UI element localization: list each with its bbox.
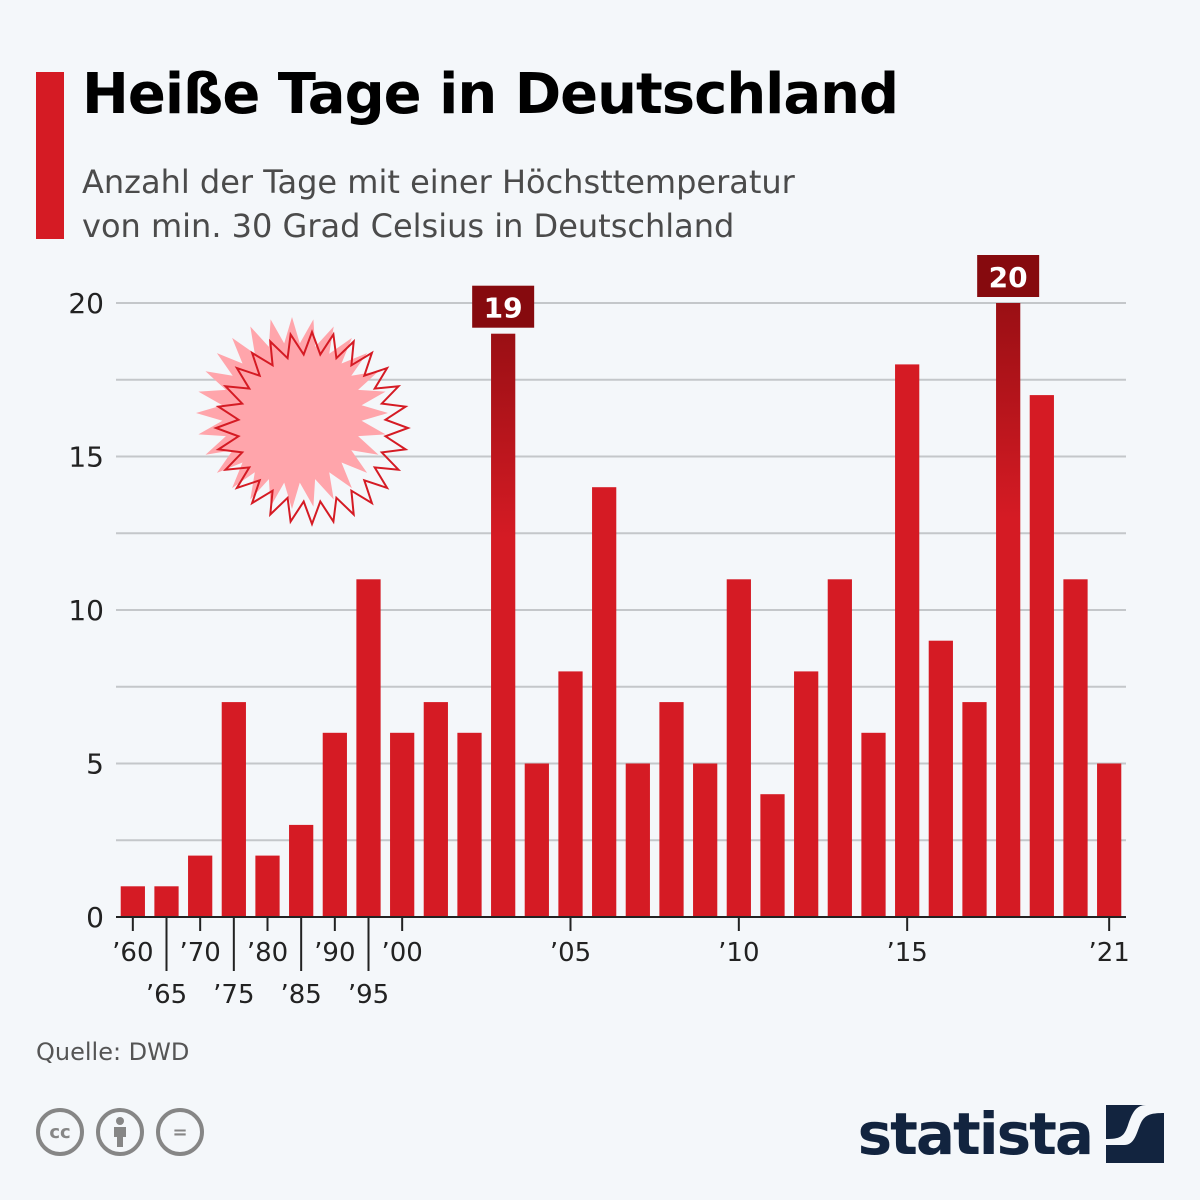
y-tick-label: 0 (86, 901, 104, 934)
bar-2017 (962, 702, 987, 917)
x-tick-label: ’95 (348, 980, 389, 1010)
x-tick-label: ’70 (179, 938, 220, 968)
y-axis-ticks: 0 5 10 15 20 (68, 287, 104, 934)
bar-2003 (491, 333, 516, 917)
bar-2002 (457, 732, 482, 917)
bar-2016 (928, 640, 953, 917)
bars (120, 303, 1122, 918)
bar-1985 (289, 824, 314, 917)
bar-2004 (524, 763, 549, 917)
chart-subtitle: Anzahl der Tage mit einer Höchsttemperat… (82, 160, 982, 248)
bar-2015 (895, 364, 920, 917)
bar-1995 (356, 579, 381, 917)
bar-2000 (390, 732, 415, 917)
x-tick-label: ’21 (1088, 938, 1129, 968)
x-tick-label: ’80 (247, 938, 288, 968)
bar-2007 (625, 763, 650, 917)
bar-2012 (794, 671, 819, 917)
y-tick-label: 20 (68, 287, 104, 320)
y-tick-label: 15 (68, 441, 104, 474)
highlight-label-box (472, 285, 535, 328)
bar-2008 (659, 702, 684, 917)
bar-1975 (221, 702, 246, 917)
x-tick-label: ’65 (146, 980, 187, 1010)
bar-2013 (827, 579, 852, 917)
license-icons: cc = (36, 1108, 204, 1156)
logo-text: statista (857, 1100, 1094, 1168)
bar-1990 (322, 732, 347, 917)
x-tick-label: ’15 (886, 938, 927, 968)
sun-fill (196, 317, 388, 509)
y-tick-label: 10 (68, 594, 104, 627)
bar-2001 (423, 702, 448, 917)
x-tick-label: ’10 (718, 938, 759, 968)
bar-2021 (1097, 763, 1122, 917)
subtitle-line-2: von min. 30 Grad Celsius in Deutschland (82, 207, 735, 245)
x-tick-label: ’90 (314, 938, 355, 968)
x-tick-label: ’85 (280, 980, 321, 1010)
x-axis: ’60 ’65 ’70 ’75 ’80 ’85 ’90 ’95 ’00 ’05 ’10 ’15 ’21 (112, 916, 1130, 1010)
x-tick-label: ’00 (381, 938, 422, 968)
subtitle-line-1: Anzahl der Tage mit einer Höchsttemperat… (82, 163, 795, 201)
highlight-label-box (977, 255, 1040, 297)
highlight-label-2018: 20 (989, 261, 1028, 294)
bar-2014 (861, 732, 886, 917)
y-tick-label: 5 (86, 748, 104, 781)
no-derivatives-icon: = (156, 1108, 204, 1156)
attribution-icon (96, 1108, 144, 1156)
statista-logo-icon (1106, 1105, 1164, 1163)
bar-2019 (1029, 395, 1054, 918)
statista-logo[interactable]: statista (858, 1100, 1164, 1168)
bar-1960 (120, 886, 145, 917)
chart-title: Heiße Tage in Deutschland (82, 62, 899, 127)
bar-2020 (1063, 579, 1088, 917)
bar-2010 (726, 579, 751, 917)
bar-1970 (188, 855, 213, 917)
bar-2005 (558, 671, 583, 917)
cc-icon: cc (36, 1108, 84, 1156)
bar-1965 (154, 886, 179, 917)
source-note: Quelle: DWD (36, 1038, 190, 1066)
nd-icon-label: = (172, 1121, 188, 1143)
x-tick-label: ’60 (112, 938, 153, 968)
x-tick-label: ’75 (213, 980, 254, 1010)
bar-2006 (592, 487, 617, 917)
sun-outline (213, 329, 411, 527)
bar-2009 (693, 763, 718, 917)
bar-1980 (255, 855, 280, 917)
title-accent-bar (36, 72, 64, 239)
bar-2011 (760, 794, 785, 917)
highlight-label-2003: 19 (484, 292, 523, 325)
cc-icon-label: cc (49, 1121, 71, 1143)
x-tick-label: ’05 (550, 938, 591, 968)
sun-icon (196, 317, 411, 527)
bar-2018 (996, 303, 1021, 917)
